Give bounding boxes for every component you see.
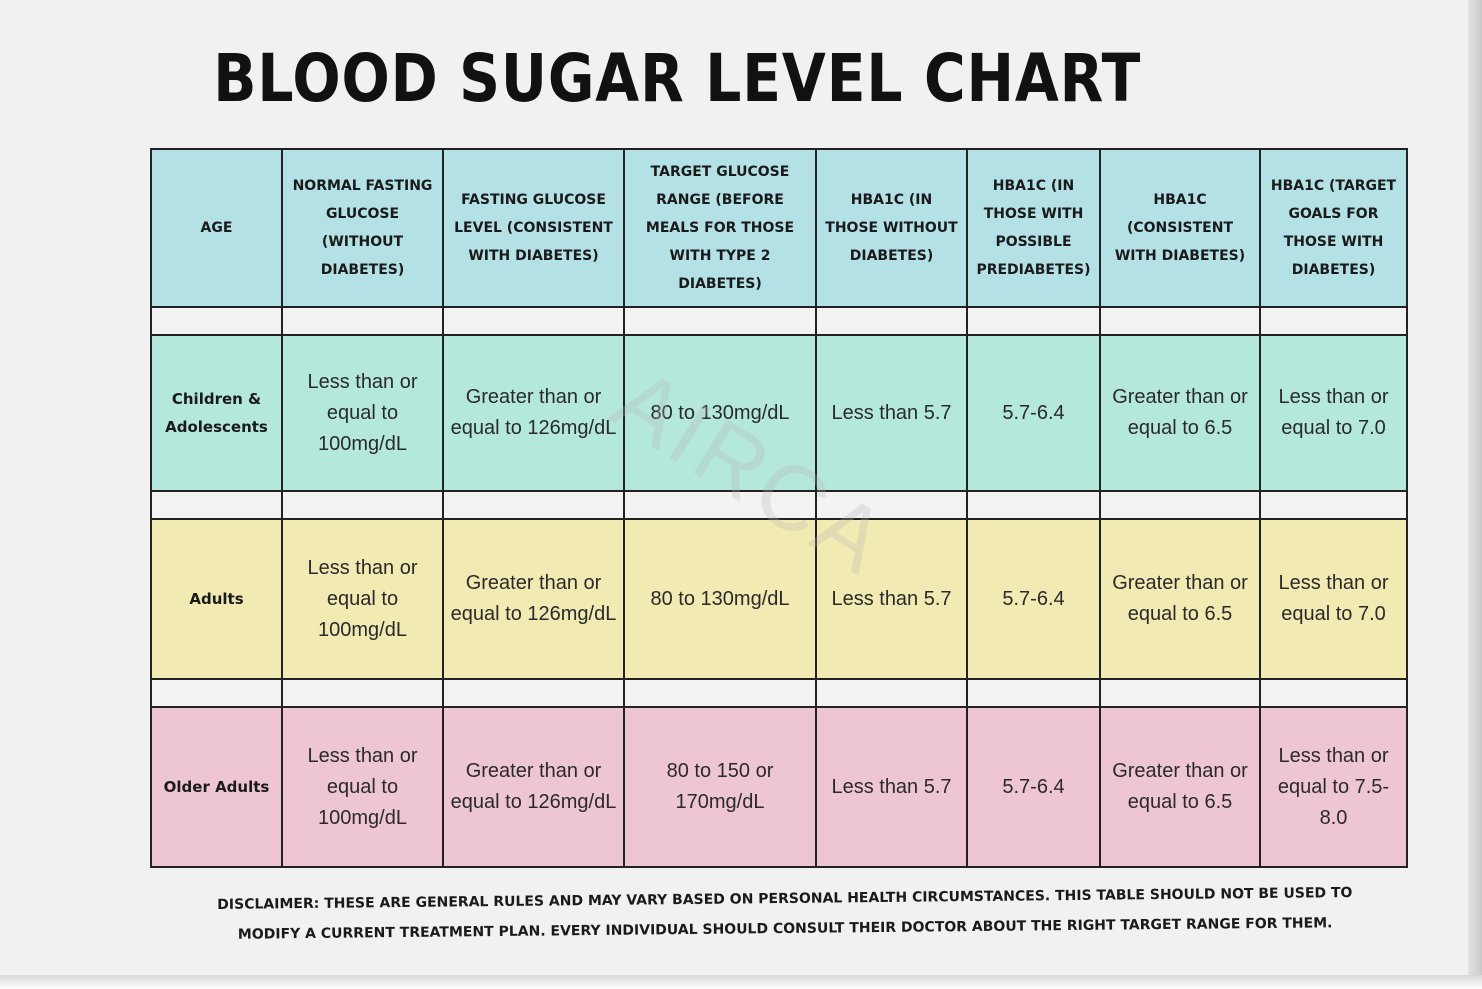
table-cell: Greater than or equal to 6.5: [1101, 520, 1261, 678]
header-cell-age: AGE: [152, 150, 283, 306]
table-row-adults: Adults Less than or equal to 100mg/dL Gr…: [150, 518, 1408, 680]
header-cell-normal-fasting: NORMAL FASTING GLUCOSE (WITHOUT DIABETES…: [283, 150, 444, 306]
row-spacer: [150, 680, 1408, 706]
table-cell: Greater than or equal to 126mg/dL: [444, 520, 625, 678]
age-cell: Older Adults: [152, 708, 283, 866]
table-cell: 5.7-6.4: [968, 336, 1101, 490]
row-spacer: [150, 492, 1408, 518]
row-spacer: [150, 308, 1408, 334]
header-row: AGE NORMAL FASTING GLUCOSE (WITHOUT DIAB…: [150, 148, 1408, 308]
table-cell: Less than or equal to 7.0: [1261, 520, 1406, 678]
table-cell: Less than or equal to 100mg/dL: [283, 336, 444, 490]
table-cell: Less than or equal to 7.5-8.0: [1261, 708, 1406, 866]
disclaimer-text: DISCLAIMER: THESE ARE GENERAL RULES AND …: [217, 885, 1353, 943]
table-cell: Less than or equal to 7.0: [1261, 336, 1406, 490]
table-row-children: Children & Adolescents Less than or equa…: [150, 334, 1408, 492]
table-cell: Greater than or equal to 126mg/dL: [444, 336, 625, 490]
blood-sugar-table: AGE NORMAL FASTING GLUCOSE (WITHOUT DIAB…: [150, 148, 1408, 868]
table-cell: 80 to 150 or 170mg/dL: [625, 708, 817, 866]
canvas-bottom-edge: [0, 975, 1482, 989]
table-cell: 5.7-6.4: [968, 520, 1101, 678]
header-cell-hba1c-prediabetes: HBA1C (IN THOSE WITH POSSIBLE PREDIABETE…: [968, 150, 1101, 306]
table-cell: Less than or equal to 100mg/dL: [283, 708, 444, 866]
header-cell-hba1c-without: HBA1C (IN THOSE WITHOUT DIABETES): [817, 150, 968, 306]
table-cell: Greater than or equal to 126mg/dL: [444, 708, 625, 866]
table-cell: 80 to 130mg/dL: [625, 336, 817, 490]
table-cell: Greater than or equal to 6.5: [1101, 336, 1261, 490]
header-cell-hba1c-consistent: HBA1C (CONSISTENT WITH DIABETES): [1101, 150, 1261, 306]
table-cell: Greater than or equal to 6.5: [1101, 708, 1261, 866]
table-cell: 5.7-6.4: [968, 708, 1101, 866]
table-cell: Less than 5.7: [817, 520, 968, 678]
chart-title: BLOOD SUGAR LEVEL CHART: [213, 40, 1142, 117]
header-cell-hba1c-target: HBA1C (TARGET GOALS FOR THOSE WITH DIABE…: [1261, 150, 1406, 306]
table-cell: 80 to 130mg/dL: [625, 520, 817, 678]
table-cell: Less than 5.7: [817, 708, 968, 866]
header-cell-target-range: TARGET GLUCOSE RANGE (BEFORE MEALS FOR T…: [625, 150, 817, 306]
age-cell: Adults: [152, 520, 283, 678]
age-cell: Children & Adolescents: [152, 336, 283, 490]
table-cell: Less than or equal to 100mg/dL: [283, 520, 444, 678]
table-row-older-adults: Older Adults Less than or equal to 100mg…: [150, 706, 1408, 868]
header-cell-fasting-diabetes: FASTING GLUCOSE LEVEL (CONSISTENT WITH D…: [444, 150, 625, 306]
table-cell: Less than 5.7: [817, 336, 968, 490]
canvas-side-edge: [1468, 0, 1482, 975]
